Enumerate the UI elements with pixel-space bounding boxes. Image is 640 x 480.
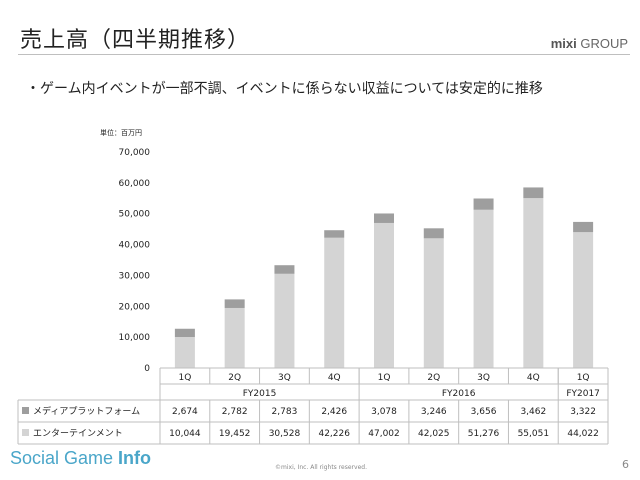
- data-cell: 42,226: [318, 429, 350, 439]
- x-tick-label: 4Q: [527, 373, 540, 383]
- data-cell: 42,025: [418, 429, 450, 439]
- data-cell: 2,674: [172, 407, 198, 417]
- bar-media-platform: [423, 228, 444, 239]
- mixi-group-logo: mixi GROUP: [551, 36, 628, 51]
- y-tick-label: 0: [144, 364, 150, 374]
- x-tick-label: 1Q: [178, 373, 191, 383]
- bar-entertainment: [224, 307, 245, 368]
- bar-media-platform: [573, 221, 594, 233]
- bar-media-platform: [473, 198, 494, 210]
- bar-entertainment: [573, 232, 594, 368]
- legend-swatch: [22, 407, 29, 414]
- bar-entertainment: [324, 237, 345, 368]
- logo-group: GROUP: [580, 36, 628, 51]
- bar-entertainment: [423, 238, 444, 368]
- bar-entertainment: [374, 222, 394, 368]
- data-cell: 3,322: [570, 407, 596, 417]
- x-tick-label: 3Q: [477, 373, 490, 383]
- legend-label: メディアプラットフォーム: [33, 405, 140, 417]
- bar-media-platform: [374, 213, 394, 223]
- data-cell: 2,783: [272, 407, 298, 417]
- y-tick-label: 20,000: [119, 302, 151, 312]
- x-tick-label: 2Q: [228, 373, 241, 383]
- y-tick-label: 10,000: [119, 333, 151, 343]
- page-number: 6: [622, 458, 629, 471]
- bar-media-platform: [324, 230, 345, 238]
- brand-text-a: Social Game: [10, 448, 119, 468]
- bar-media-platform: [174, 328, 195, 338]
- bar-entertainment: [274, 273, 295, 368]
- bar-media-platform: [523, 187, 544, 199]
- copyright: ©mixi, Inc. All rights reserved.: [275, 464, 367, 471]
- unit-label: 単位：百万円: [100, 129, 142, 137]
- data-cell: 2,782: [222, 407, 248, 417]
- summary-bullet: ・ゲーム内イベントが一部不調、イベントに係らない収益については安定的に推移: [26, 81, 543, 97]
- legend-swatch: [22, 429, 29, 436]
- data-cell: 3,078: [371, 407, 397, 417]
- data-cell: 30,528: [269, 429, 301, 439]
- bar-entertainment: [523, 198, 544, 368]
- y-tick-label: 50,000: [119, 210, 151, 220]
- page-title: 売上高（四半期推移）: [20, 28, 251, 53]
- bar-entertainment: [473, 209, 494, 368]
- revenue-chart: 0 10,000 20,000 30,000 40,000 50,000 60,000 70,…: [17, 148, 609, 445]
- data-cell: 47,002: [368, 429, 400, 439]
- social-game-info-logo: Social Game Info: [10, 448, 151, 469]
- fiscal-year-label: FY2015: [243, 389, 277, 399]
- data-cell: 10,044: [169, 429, 201, 439]
- legend-label: エンターテインメント: [33, 428, 123, 439]
- data-cell: 3,246: [421, 407, 447, 417]
- y-tick-label: 70,000: [119, 148, 151, 158]
- fiscal-year-label: FY2016: [442, 389, 476, 399]
- data-cell: 51,276: [468, 429, 500, 439]
- fiscal-year-label: FY2017: [566, 389, 600, 399]
- x-tick-label: 3Q: [278, 373, 291, 383]
- x-tick-label: 2Q: [427, 373, 440, 383]
- y-tick-label: 30,000: [119, 271, 151, 281]
- data-cell: 2,426: [321, 407, 347, 417]
- bar-media-platform: [224, 299, 245, 308]
- bar-entertainment: [174, 337, 195, 368]
- x-tick-label: 4Q: [328, 373, 341, 383]
- bar-media-platform: [274, 265, 295, 274]
- data-cell: 44,022: [567, 429, 599, 439]
- data-cell: 55,051: [518, 429, 550, 439]
- x-tick-label: 1Q: [577, 373, 590, 383]
- logo-brand: mixi: [550, 36, 577, 51]
- y-tick-label: 40,000: [119, 241, 151, 251]
- header-divider: [18, 54, 630, 55]
- data-cell: 19,452: [219, 429, 251, 439]
- data-cell: 3,462: [520, 407, 546, 417]
- y-tick-label: 60,000: [119, 179, 151, 189]
- data-cell: 3,656: [471, 407, 497, 417]
- brand-text-b: Info: [118, 448, 152, 468]
- x-tick-label: 1Q: [378, 373, 391, 383]
